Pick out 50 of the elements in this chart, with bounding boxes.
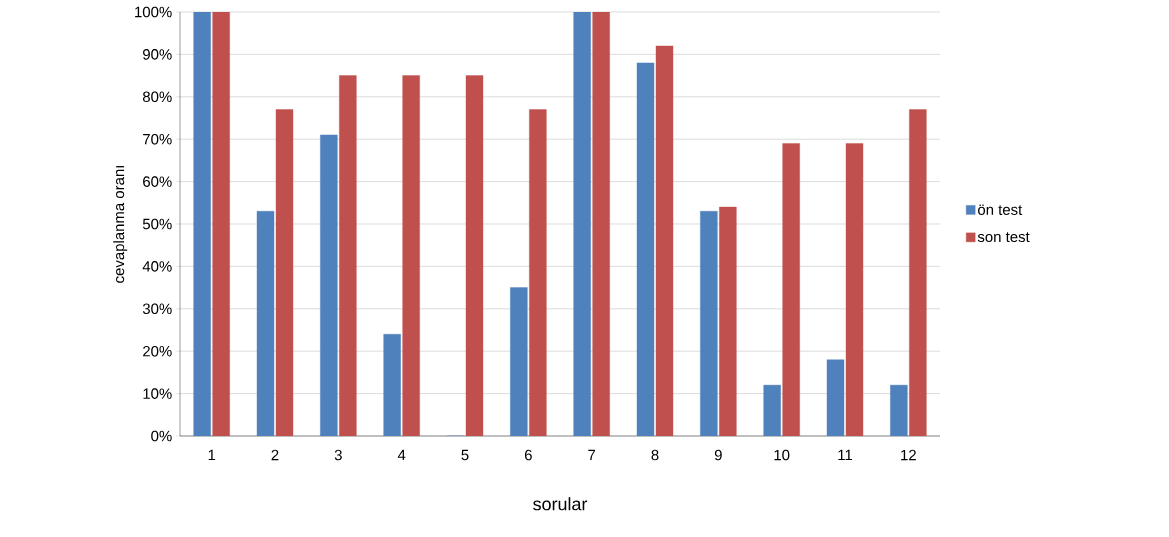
- x-tick-label: 9: [714, 449, 722, 461]
- y-axis-title: cevaplanma oranı: [113, 166, 128, 283]
- y-tick-label: 20%: [143, 345, 172, 357]
- x-tick-label: 8: [651, 449, 659, 461]
- bar: [763, 384, 781, 436]
- bar: [782, 143, 800, 436]
- x-tick-label: 1: [208, 449, 216, 461]
- legend-label: ön test: [978, 204, 1023, 215]
- bar: [402, 75, 420, 436]
- bar: [592, 12, 610, 436]
- x-axis-title: sorular: [533, 497, 588, 511]
- bar: [636, 62, 655, 436]
- bar: [890, 384, 908, 436]
- bar: [339, 75, 357, 436]
- bar: [320, 134, 338, 436]
- x-tick-label: 3: [334, 449, 342, 461]
- x-tick-label: 6: [524, 449, 532, 461]
- bar: [909, 109, 927, 436]
- x-tick-label: 4: [397, 449, 406, 461]
- bar: [510, 287, 528, 436]
- bar: [529, 109, 547, 436]
- bar: [275, 109, 294, 436]
- bar: [573, 12, 591, 436]
- bar: [256, 211, 275, 436]
- bar: [465, 75, 484, 436]
- legend-label: son test: [977, 232, 1030, 243]
- y-tick-label: 100%: [135, 6, 172, 18]
- bar: [826, 359, 845, 436]
- x-tick-label: 7: [588, 449, 596, 461]
- x-tick-label: 12: [901, 449, 916, 461]
- y-tick-label: 60%: [143, 176, 172, 187]
- bar: [193, 12, 211, 436]
- x-tick-label: 11: [838, 449, 853, 461]
- y-tick-label: 70%: [143, 133, 172, 145]
- x-tick-label: 2: [271, 449, 279, 461]
- x-tick-label: 10: [774, 449, 790, 461]
- bar: [655, 45, 674, 436]
- y-tick-label: 0%: [151, 430, 172, 442]
- bar: [212, 12, 230, 436]
- y-tick-label: 30%: [142, 303, 172, 315]
- y-tick-label: 80%: [142, 91, 172, 103]
- bar: [700, 211, 718, 436]
- bar: [845, 143, 864, 436]
- x-tick-label: 5: [461, 449, 469, 461]
- y-tick-label: 50%: [142, 218, 172, 230]
- bar: [383, 334, 401, 436]
- y-tick-label: 90%: [143, 49, 172, 60]
- y-tick-label: 10%: [143, 388, 172, 399]
- bar: [719, 206, 737, 436]
- y-tick-label: 40%: [142, 261, 172, 272]
